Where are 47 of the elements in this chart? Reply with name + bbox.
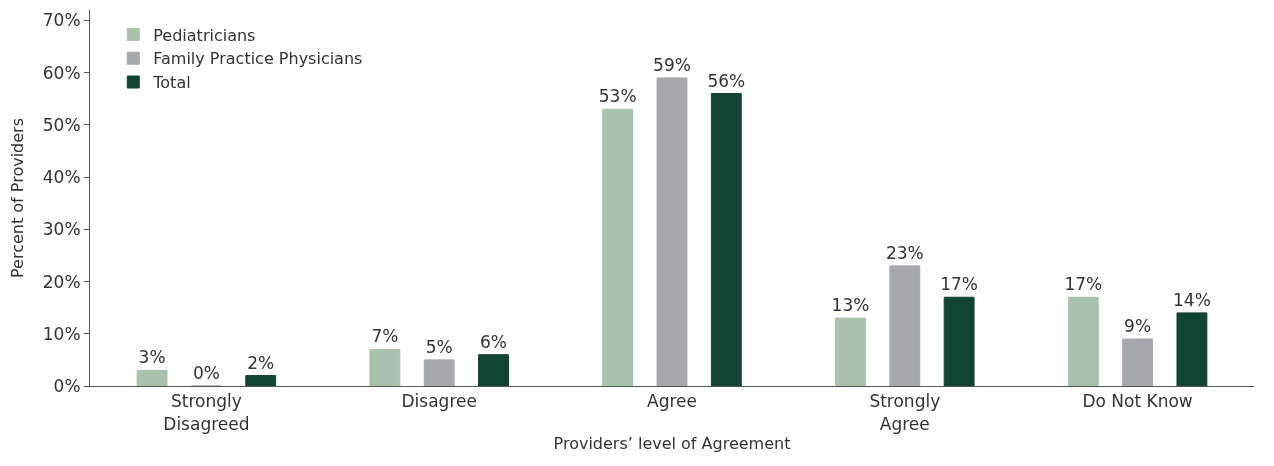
x-tick-label: Strongly Agree bbox=[869, 391, 941, 434]
data-label: 53% bbox=[598, 86, 637, 107]
y-tick-label: 0% bbox=[53, 375, 81, 396]
y-axis-title: Percent of Providers bbox=[7, 117, 27, 279]
data-label: 6% bbox=[480, 331, 508, 352]
bar bbox=[835, 317, 866, 386]
bar bbox=[656, 77, 688, 386]
legend-label: Pediatricians bbox=[153, 25, 256, 45]
y-tick-label: 70% bbox=[42, 10, 81, 31]
y-tick-label: 10% bbox=[42, 323, 81, 344]
bar bbox=[369, 348, 401, 386]
x-tick-label: Agree bbox=[647, 391, 697, 412]
data-label: 17% bbox=[940, 274, 979, 295]
bar bbox=[1122, 338, 1154, 386]
x-tick-label: Do Not Know bbox=[1082, 391, 1193, 412]
bar bbox=[423, 359, 455, 386]
x-axis-title: Providers’ level of Agreement bbox=[553, 434, 791, 454]
bar bbox=[602, 108, 634, 386]
data-label: 13% bbox=[831, 295, 870, 316]
bar bbox=[478, 354, 509, 386]
data-label: 59% bbox=[653, 54, 691, 75]
bar bbox=[710, 93, 742, 386]
y-tick-label: 20% bbox=[42, 271, 81, 292]
data-label: 9% bbox=[1124, 316, 1152, 336]
bar bbox=[889, 265, 921, 386]
data-label: 7% bbox=[371, 326, 399, 347]
legend-label: Total bbox=[152, 73, 191, 93]
data-label: 14% bbox=[1173, 289, 1211, 310]
x-tick-label: Strongly Disagreed bbox=[163, 391, 250, 434]
data-label: 3% bbox=[138, 347, 166, 368]
y-tick-label: 50% bbox=[42, 114, 81, 135]
data-label: 17% bbox=[1064, 274, 1103, 295]
data-label: 5% bbox=[425, 336, 453, 357]
y-tick-label: 40% bbox=[42, 167, 81, 188]
data-label: 56% bbox=[707, 70, 746, 91]
bar bbox=[1067, 296, 1099, 386]
bar bbox=[943, 296, 975, 386]
x-tick-label: Disagree bbox=[401, 391, 477, 412]
data-label: 2% bbox=[247, 352, 275, 373]
y-tick-label: 30% bbox=[42, 219, 81, 240]
bar bbox=[1176, 312, 1208, 386]
y-tick-label: 60% bbox=[42, 62, 81, 83]
data-label: 23% bbox=[885, 242, 924, 263]
legend-label: Family Practice Physicians bbox=[153, 49, 363, 69]
bar bbox=[136, 369, 168, 386]
bar bbox=[245, 375, 277, 386]
data-label: 0% bbox=[192, 363, 220, 383]
